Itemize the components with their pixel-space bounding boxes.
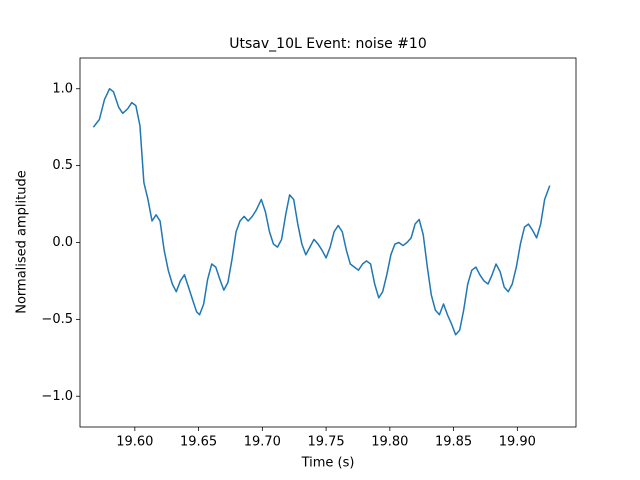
x-tick-label: 19.70 [244,435,281,450]
x-tick-label: 19.90 [499,435,536,450]
x-axis-label: Time (s) [301,456,355,471]
x-tick-label: 19.65 [180,435,217,450]
y-tick-label: −0.5 [41,312,73,327]
x-tick-label: 19.85 [435,435,472,450]
chart-title: Utsav_10L Event: noise #10 [229,36,426,52]
data-line [92,88,551,336]
y-tick-label: −1.0 [41,389,73,404]
x-tick-label: 19.80 [371,435,408,450]
x-tick-label: 19.75 [307,435,344,450]
y-tick-label: 1.0 [52,81,73,96]
y-axis-label: Normalised amplitude [15,170,30,314]
x-tick-label: 19.60 [116,435,153,450]
y-tick-label: 0.0 [52,235,73,250]
plot-frame [79,57,577,428]
y-tick-label: 0.5 [52,158,73,173]
